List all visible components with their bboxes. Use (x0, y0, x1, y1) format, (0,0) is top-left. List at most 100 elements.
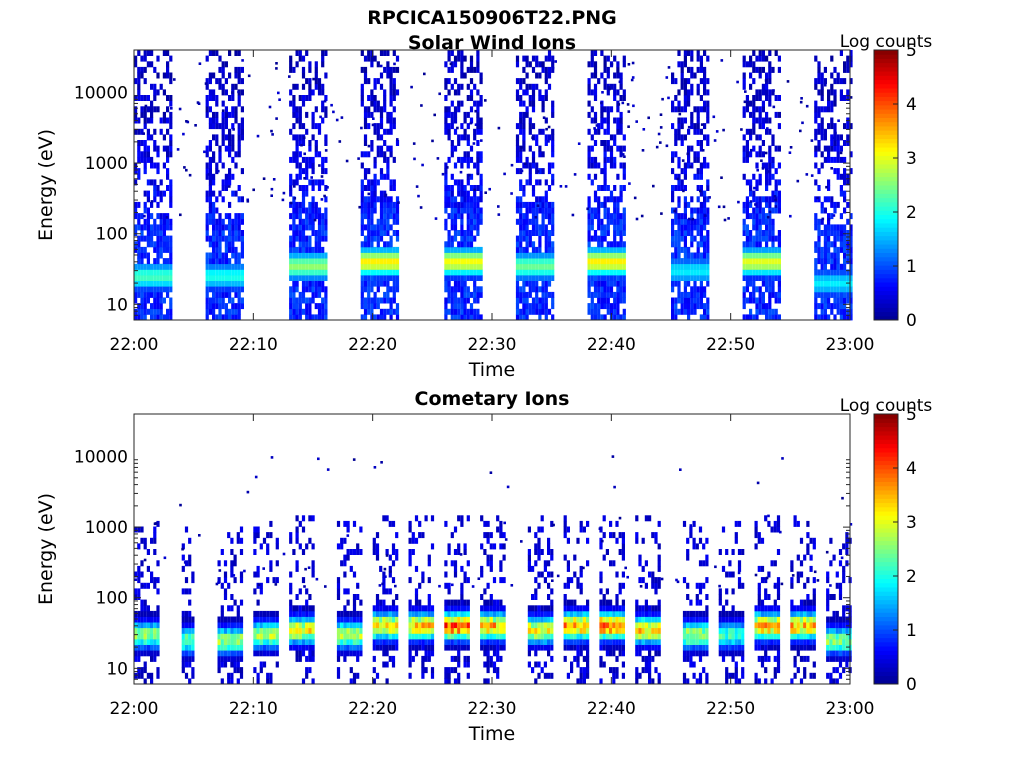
heatmap-cell (690, 145, 694, 152)
heatmap-cell (389, 297, 393, 304)
heatmap-cell (447, 605, 451, 612)
heatmap-cell (609, 291, 614, 298)
heatmap-cell (551, 61, 555, 68)
heatmap-cell (632, 104, 635, 108)
heatmap-cell (373, 190, 377, 197)
heatmap-cell (846, 179, 850, 186)
colorbar-segment (874, 62, 898, 68)
heatmap-cell (427, 610, 431, 617)
heatmap-cell (305, 275, 309, 281)
heatmap-cell (359, 650, 363, 657)
heatmap-cell (156, 627, 160, 634)
heatmap-cell (272, 616, 276, 623)
heatmap-cell (843, 123, 847, 130)
heatmap-cell (680, 218, 684, 225)
heatmap-cell (298, 627, 302, 634)
heatmap-cell (418, 622, 422, 629)
heatmap-cell (680, 134, 684, 141)
heatmap-cell (363, 78, 368, 85)
heatmap-cell (221, 89, 225, 96)
heatmap-cell (479, 95, 483, 101)
heatmap-cell (295, 303, 299, 310)
heatmap-cell (519, 111, 523, 118)
heatmap-cell (336, 582, 341, 589)
heatmap-cell (609, 258, 614, 265)
heatmap-cell (356, 622, 360, 629)
heatmap-cell (169, 218, 173, 225)
heatmap-cell (240, 275, 244, 281)
heatmap-cell (820, 106, 824, 113)
heatmap-cell (166, 95, 170, 101)
heatmap-cell (156, 258, 160, 265)
heatmap-cell (317, 151, 322, 158)
heatmap-cell (683, 61, 687, 68)
heatmap-cell (395, 201, 400, 208)
heatmap-cell (430, 515, 435, 522)
heatmap-cell (706, 230, 710, 236)
heatmap-cell (305, 308, 309, 315)
heatmap-cell (547, 241, 552, 248)
heatmap-cell (292, 241, 296, 248)
heatmap-cell (205, 314, 209, 321)
heatmap-cell (761, 196, 765, 203)
heatmap-cell (515, 196, 520, 203)
heatmap-cell (522, 117, 526, 124)
heatmap-cell (349, 639, 353, 645)
heatmap-cell (453, 308, 458, 315)
heatmap-cell (231, 280, 235, 287)
heatmap-cell (745, 297, 749, 304)
heatmap-cell (239, 616, 244, 623)
heatmap-cell (292, 639, 296, 645)
heatmap-cell (444, 179, 448, 186)
heatmap-cell (758, 89, 762, 96)
heatmap-cell (683, 235, 687, 242)
heatmap-cell (414, 537, 419, 544)
heatmap-cell (814, 258, 818, 265)
heatmap-cell (320, 175, 324, 178)
heatmap-cell (289, 537, 293, 544)
heatmap-cell (761, 207, 765, 214)
heatmap-cell (463, 207, 467, 214)
heatmap-cell (166, 224, 170, 231)
heatmap-cell (143, 661, 147, 668)
heatmap-cell (278, 98, 281, 101)
heatmap-cell (169, 246, 173, 253)
heatmap-cell (295, 565, 299, 572)
heatmap-cell (414, 588, 419, 595)
heatmap-cell (262, 177, 266, 180)
heatmap-cell (696, 89, 700, 96)
heatmap-cell (143, 106, 147, 113)
heatmap-cell (830, 230, 834, 236)
heatmap-cell (758, 196, 762, 203)
heatmap-cell (843, 303, 847, 310)
heatmap-cell (336, 627, 341, 634)
heatmap-cell (593, 89, 598, 96)
heatmap-cell (370, 230, 374, 236)
heatmap-cell (659, 113, 663, 116)
heatmap-cell (373, 95, 377, 101)
heatmap-cell (266, 650, 270, 657)
heatmap-cell (386, 241, 390, 248)
heatmap-cell (150, 179, 154, 186)
heatmap-cell (308, 258, 312, 265)
heatmap-cell (593, 230, 598, 236)
heatmap-cell (386, 156, 390, 163)
heatmap-cell (480, 622, 484, 629)
heatmap-cell (240, 106, 244, 113)
heatmap-cell (343, 610, 347, 617)
heatmap-cell (479, 291, 483, 298)
heatmap-cell (480, 571, 484, 578)
heatmap-cell (674, 151, 678, 158)
panel-title: Solar Wind Ions (408, 32, 576, 54)
heatmap-cell (606, 72, 610, 79)
heatmap-cell (774, 201, 778, 208)
heatmap-cell (156, 246, 160, 253)
heatmap-cell (671, 314, 675, 321)
heatmap-cell (699, 201, 703, 208)
heatmap-cell (137, 241, 141, 248)
heatmap-cell (360, 246, 364, 253)
heatmap-cell (140, 560, 144, 567)
heatmap-cell (473, 275, 477, 281)
heatmap-cell (317, 123, 322, 130)
heatmap-cell (628, 182, 631, 185)
